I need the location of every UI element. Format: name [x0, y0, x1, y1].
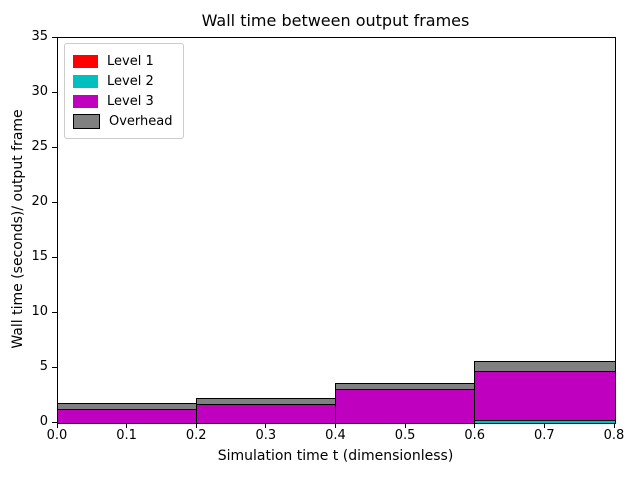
y-tick-label: 0: [39, 414, 48, 429]
bar-segment-level-3: [335, 387, 477, 423]
y-tick-mark: [52, 311, 57, 313]
y-tick-label: 15: [31, 249, 48, 264]
x-tick-mark: [265, 423, 267, 428]
plot-area: Level 1 Level 2 Level 3 Overhead: [57, 37, 616, 424]
x-tick-mark: [56, 423, 58, 428]
bar-segment-overhead: [195, 397, 337, 405]
legend-swatch-icon: [73, 74, 98, 88]
legend-label: Level 3: [107, 93, 154, 109]
legend-row-level-3: Level 3: [73, 91, 173, 111]
x-tick-mark: [613, 423, 615, 428]
bar-segment-level-3: [195, 402, 337, 423]
x-tick-label: 0.2: [185, 428, 207, 443]
legend-row-level-2: Level 2: [73, 71, 173, 91]
bars-layer: [58, 38, 615, 423]
legend-row-level-1: Level 1: [73, 51, 173, 71]
bar-segment-overhead: [474, 361, 615, 373]
legend-label: Level 1: [107, 53, 154, 69]
legend-swatch-icon: [73, 54, 98, 68]
y-tick-label: 35: [31, 29, 48, 44]
x-axis-label: Simulation time t (dimensionless): [217, 448, 454, 464]
x-tick-label: 0.8: [603, 428, 625, 443]
y-tick-mark: [52, 201, 57, 203]
legend: Level 1 Level 2 Level 3 Overhead: [64, 43, 184, 139]
y-tick-label: 5: [39, 359, 48, 374]
x-tick-mark: [195, 423, 197, 428]
y-tick-label: 30: [31, 84, 48, 99]
legend-label: Level 2: [107, 73, 154, 89]
y-tick-mark: [52, 421, 57, 423]
y-tick-mark: [52, 146, 57, 148]
legend-row-overhead: Overhead: [73, 111, 173, 131]
x-tick-mark: [474, 423, 476, 428]
y-tick-mark: [52, 91, 57, 93]
bar-segment-overhead: [335, 382, 477, 390]
y-tick-mark: [52, 256, 57, 258]
y-tick-label: 20: [31, 194, 48, 209]
legend-label: Overhead: [109, 113, 173, 129]
x-tick-label: 0.4: [325, 428, 346, 443]
x-tick-label: 0.3: [255, 428, 277, 443]
x-tick-label: 0.0: [46, 428, 68, 443]
x-tick-mark: [404, 423, 406, 428]
bar-segment-level-3: [58, 407, 198, 423]
y-tick-mark: [52, 366, 57, 368]
y-tick-label: 25: [31, 139, 48, 154]
x-tick-label: 0.5: [394, 428, 416, 443]
chart-title: Wall time between output frames: [201, 11, 470, 30]
legend-swatch-icon: [73, 113, 100, 129]
y-tick-mark: [52, 36, 57, 38]
x-tick-label: 0.6: [464, 428, 486, 443]
x-tick-mark: [543, 423, 545, 428]
x-tick-mark: [126, 423, 128, 428]
y-tick-label: 10: [31, 304, 48, 319]
x-tick-label: 0.7: [534, 428, 555, 443]
x-tick-label: 0.1: [116, 428, 137, 443]
y-axis-label: Wall time (seconds)/ output frame: [10, 109, 26, 349]
bar-segment-overhead: [58, 402, 198, 410]
bar-segment-level-3: [474, 370, 615, 422]
legend-swatch-icon: [73, 94, 98, 108]
x-tick-mark: [335, 423, 336, 428]
